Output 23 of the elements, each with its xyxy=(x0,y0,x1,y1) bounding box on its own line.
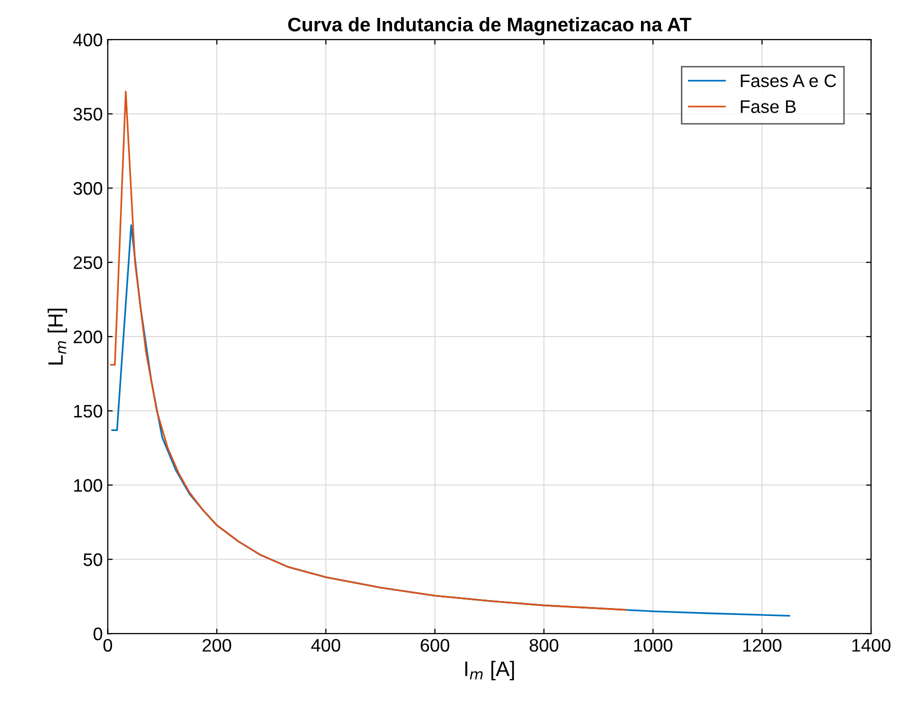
y-tick-label: 100 xyxy=(74,479,102,492)
y-tick-label: 200 xyxy=(74,330,102,344)
legend-label: Fases A e C xyxy=(740,74,836,88)
line-series xyxy=(110,90,627,611)
y-tick-label: 150 xyxy=(74,404,102,418)
x-tick-label: 0 xyxy=(103,638,112,652)
y-tick-label: 0 xyxy=(94,628,102,640)
x-tick-label: 600 xyxy=(420,638,450,652)
x-tick-label: 200 xyxy=(202,638,232,652)
y-tick-label: 250 xyxy=(74,256,102,270)
x-tick-label: 1400 xyxy=(852,638,890,652)
x-tick-label: 400 xyxy=(311,638,340,652)
y-tick-label: 300 xyxy=(73,182,102,195)
chart-title: Curva de Indutancia de Magnetizacao na AT xyxy=(288,17,692,36)
x-tick-label: 800 xyxy=(530,638,558,652)
y-tick-label: 50 xyxy=(84,553,102,566)
y-tick-label: 400 xyxy=(73,34,102,46)
y-axis-title: L$_{m}$ [H] xyxy=(48,308,68,364)
legend-label: Fase B xyxy=(740,100,796,114)
x-tick-label: 1000 xyxy=(634,638,672,652)
x-tick-label: 1200 xyxy=(743,638,782,652)
x-axis-title: I$_{m}$ [A] xyxy=(465,660,514,680)
y-tick-label: 350 xyxy=(73,108,102,121)
